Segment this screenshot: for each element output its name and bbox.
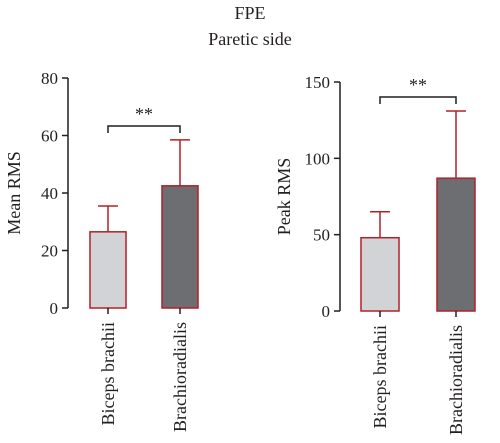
y-tick-label: 50 [313, 226, 330, 245]
y-tick-label: 150 [305, 73, 331, 92]
significance-label: ** [409, 75, 427, 95]
x-tick-label: Biceps brachii [98, 322, 118, 425]
bar [436, 177, 476, 312]
bar [89, 231, 127, 309]
y-tick-label: 20 [41, 242, 58, 261]
significance-bracket [379, 96, 457, 104]
y-tick-label: 60 [41, 127, 58, 146]
y-tick-label: 100 [305, 149, 331, 168]
significance-bracket [107, 125, 181, 133]
significance-label: ** [135, 104, 153, 124]
y-tick-label: 0 [322, 302, 331, 321]
y-tick-label: 0 [50, 299, 59, 318]
x-tick-label: Brachioradialis [170, 322, 190, 432]
y-axis-label: Mean RMS [4, 151, 24, 235]
x-tick-label: Brachioradialis [446, 325, 466, 435]
x-tick-label: Biceps brachii [370, 325, 390, 428]
y-tick-label: 80 [41, 69, 58, 88]
chart-panel-mean-rms: 0 20 40 60 80 Mean RMS Biceps brachii Brachiora… [4, 69, 199, 432]
bar [161, 185, 199, 309]
figure-subtitle: Paretic side [208, 29, 291, 49]
figure-title: FPE [234, 3, 265, 23]
chart-panel-peak-rms: 0 50 100 150 Peak RMS Biceps brachii Brachiora… [274, 73, 476, 435]
bar [360, 236, 400, 312]
y-tick-label: 40 [41, 184, 58, 203]
y-axis-label: Peak RMS [274, 158, 294, 236]
